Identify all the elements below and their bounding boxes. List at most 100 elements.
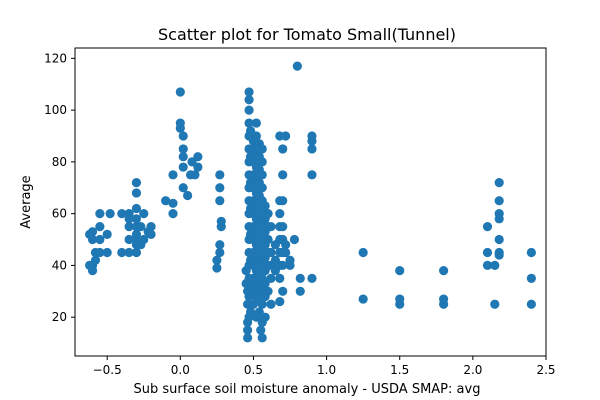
data-point: [168, 198, 178, 208]
data-point: [243, 333, 253, 343]
data-point: [215, 170, 225, 180]
x-tick-label: 2.5: [536, 363, 555, 377]
data-point: [358, 247, 368, 258]
data-point: [526, 273, 536, 283]
data-point: [292, 61, 302, 71]
data-point: [281, 240, 291, 250]
data-point: [212, 263, 222, 273]
data-point: [215, 240, 225, 250]
data-point: [307, 144, 317, 154]
data-point: [278, 170, 288, 180]
data-point: [193, 152, 203, 162]
data-point: [263, 209, 273, 219]
y-tick-label: 40: [52, 258, 67, 272]
data-point: [244, 95, 254, 105]
data-point: [307, 170, 317, 180]
data-point: [161, 196, 171, 206]
data-point: [395, 294, 405, 304]
data-point: [216, 216, 226, 227]
data-point: [278, 260, 288, 271]
data-point: [215, 196, 225, 206]
data-point: [278, 286, 288, 296]
data-point: [90, 247, 101, 258]
data-point: [260, 312, 270, 322]
data-point: [117, 247, 127, 258]
data-point: [183, 190, 193, 201]
y-tick-label: 80: [52, 155, 67, 169]
data-point: [266, 299, 276, 309]
data-point: [275, 297, 285, 307]
y-axis: 20 40 60 80 100 120: [44, 51, 75, 324]
data-point: [168, 209, 178, 219]
x-axis: −0.5 0.0 0.5 1.0 1.5 2.0 2.5: [93, 356, 556, 377]
data-point: [494, 196, 504, 206]
x-tick-label: 1.0: [317, 363, 336, 377]
data-point: [146, 221, 156, 232]
data-point: [257, 170, 267, 180]
data-point: [131, 177, 142, 188]
data-point: [263, 234, 273, 245]
data-point: [278, 221, 288, 232]
data-point: [95, 209, 105, 219]
data-point: [257, 144, 267, 154]
data-point: [175, 87, 185, 97]
data-point: [124, 209, 134, 219]
x-tick-label: −0.5: [93, 363, 122, 377]
data-point: [281, 247, 291, 258]
data-point: [490, 260, 500, 271]
data-point: [251, 131, 261, 141]
data-point: [243, 325, 253, 335]
data-point: [131, 188, 142, 198]
data-point: [289, 234, 300, 245]
data-point: [168, 170, 178, 180]
data-point: [131, 203, 142, 214]
data-point: [124, 247, 134, 258]
data-point: [307, 131, 317, 141]
data-point: [102, 247, 112, 258]
data-point: [285, 255, 295, 265]
data-point: [124, 221, 134, 232]
data-point: [482, 260, 493, 271]
data-point: [90, 255, 101, 265]
data-point: [278, 144, 288, 154]
data-point: [244, 105, 254, 115]
data-point: [131, 229, 142, 239]
x-tick-label: 0.5: [244, 363, 263, 377]
data-point: [244, 118, 254, 128]
data-point: [490, 299, 500, 309]
data-point: [95, 221, 105, 232]
data-point: [257, 333, 267, 343]
data-point: [526, 299, 536, 309]
y-axis-label: Average: [19, 175, 34, 228]
data-point: [494, 209, 504, 219]
data-point: [215, 183, 225, 193]
data-point: [266, 273, 276, 283]
data-point: [102, 229, 112, 239]
data-point: [295, 273, 305, 283]
x-axis-label: Sub surface soil moisture anomaly - USDA…: [134, 382, 481, 397]
data-point: [244, 87, 254, 97]
data-point: [257, 183, 267, 193]
data-point: [215, 247, 225, 258]
data-point: [212, 255, 222, 265]
data-point: [178, 152, 188, 162]
data-point: [256, 325, 266, 335]
data-point: [193, 162, 203, 172]
data-point: [358, 294, 368, 304]
data-point: [139, 234, 149, 245]
data-point: [482, 247, 493, 258]
data-point: [494, 234, 504, 245]
x-tick-label: 0.0: [171, 363, 190, 377]
data-point: [260, 201, 270, 211]
points-layer: [85, 61, 536, 343]
data-point: [178, 162, 188, 172]
chart-title: Scatter plot for Tomato Small(Tunnel): [158, 25, 456, 44]
data-point: [85, 229, 95, 239]
data-point: [243, 317, 253, 327]
data-point: [105, 209, 115, 219]
data-point: [526, 247, 536, 258]
data-point: [482, 221, 493, 232]
data-point: [257, 157, 267, 167]
